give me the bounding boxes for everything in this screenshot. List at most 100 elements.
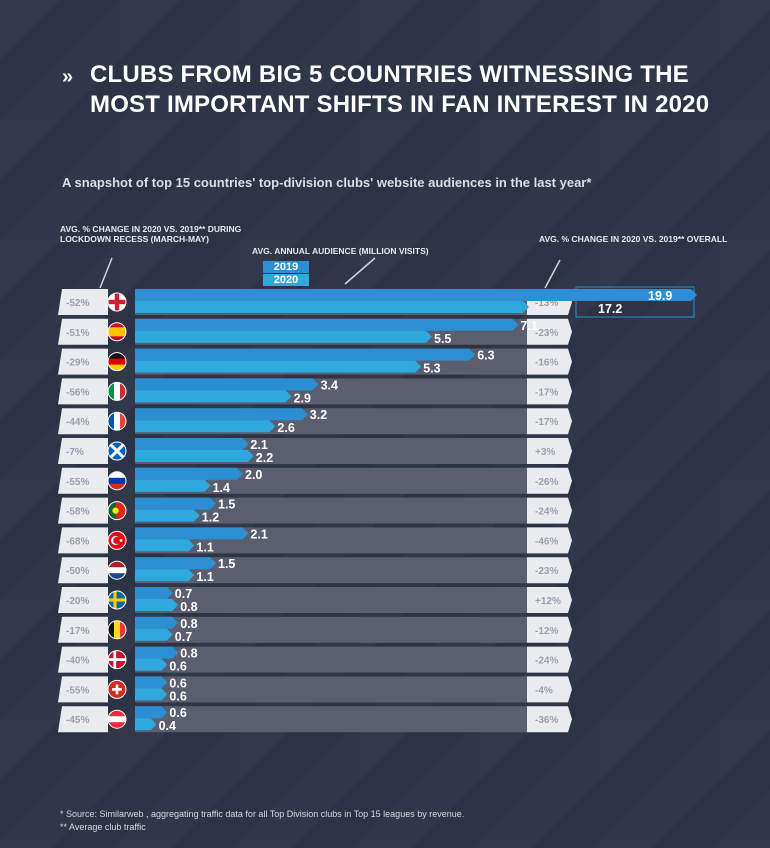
flag-part bbox=[112, 507, 119, 514]
legend-2020: 2020 bbox=[263, 274, 309, 286]
bar-2020 bbox=[135, 450, 254, 462]
overall-change-label: -4% bbox=[535, 685, 553, 696]
value-label-2020: 0.7 bbox=[175, 630, 192, 644]
lockdown-label-box bbox=[58, 706, 108, 733]
bar-2019 bbox=[135, 348, 476, 361]
overall-label-box bbox=[527, 616, 572, 643]
value-label-2019: 19.9 bbox=[648, 289, 672, 303]
bar-2019 bbox=[135, 676, 168, 689]
lockdown-label-box bbox=[58, 467, 108, 494]
flag-border bbox=[107, 441, 127, 461]
bar-2020 bbox=[135, 599, 179, 611]
flag-body bbox=[108, 322, 126, 341]
title-marker: » bbox=[62, 66, 74, 88]
flag-part bbox=[108, 358, 126, 365]
flag-part bbox=[108, 442, 126, 460]
flag-part bbox=[108, 561, 126, 568]
flag-body bbox=[108, 501, 126, 520]
turkey-flag-icon bbox=[107, 530, 127, 550]
bar-2019 bbox=[135, 497, 216, 510]
lockdown-change-label: -20% bbox=[66, 596, 89, 607]
bar-2020 bbox=[135, 718, 157, 731]
austria-flag-icon bbox=[107, 709, 127, 729]
value-label-2019: 7.1 bbox=[520, 319, 537, 333]
lockdown-change-label: -56% bbox=[66, 387, 89, 398]
lockdown-label-box bbox=[58, 616, 108, 643]
flag-part bbox=[108, 471, 126, 479]
value-label-2020: 5.3 bbox=[423, 362, 440, 376]
value-label-2020: 0.8 bbox=[180, 600, 197, 614]
overall-label-box bbox=[527, 497, 572, 524]
flag-body bbox=[108, 620, 126, 639]
lockdown-label-box bbox=[58, 557, 108, 584]
overall-change-label: -23% bbox=[535, 328, 558, 339]
annual-audience-header: AVG. ANNUAL AUDIENCE (MILLION VISITS) bbox=[252, 246, 429, 256]
overall-label-box bbox=[527, 706, 572, 733]
lockdown-change-label: -17% bbox=[66, 626, 89, 637]
flag-part bbox=[108, 567, 126, 574]
bar-track bbox=[135, 646, 527, 673]
lockdown-change-label: -40% bbox=[66, 656, 89, 667]
lockdown-label-box bbox=[58, 318, 108, 345]
value-label-2020: 0.4 bbox=[159, 719, 176, 733]
bar-2019 bbox=[135, 408, 308, 421]
lockdown-change-label: -50% bbox=[66, 566, 89, 577]
value-label-2020: 0.6 bbox=[169, 689, 186, 703]
flag-body bbox=[108, 710, 126, 729]
bar-2019 bbox=[135, 646, 179, 659]
flag-border bbox=[107, 322, 127, 342]
value-label-2019: 3.4 bbox=[321, 378, 338, 392]
bar-2020 bbox=[135, 330, 432, 343]
flag-border bbox=[107, 352, 127, 372]
value-label-2020: 5.5 bbox=[434, 332, 451, 346]
legend-2019: 2019 bbox=[263, 261, 309, 273]
flag-border bbox=[107, 590, 127, 610]
flag-body bbox=[108, 650, 126, 669]
overall-change-label: -13% bbox=[535, 298, 558, 309]
flag-part bbox=[108, 483, 126, 490]
lockdown-label-box bbox=[58, 378, 108, 405]
overall-change-label: -17% bbox=[535, 417, 558, 428]
flag-border bbox=[107, 411, 127, 431]
flag-border bbox=[107, 292, 127, 312]
flag-part bbox=[108, 573, 126, 580]
lockdown-label-box bbox=[58, 408, 108, 435]
england-overflow-frame bbox=[575, 286, 695, 318]
overall-change-label: -26% bbox=[535, 477, 558, 488]
overall-change-header: AVG. % CHANGE IN 2020 VS. 2019** OVERALL bbox=[539, 234, 728, 244]
overall-label-box bbox=[527, 438, 572, 464]
flag-body bbox=[108, 680, 126, 699]
bar-2020 bbox=[135, 360, 422, 373]
flag-border bbox=[107, 381, 127, 401]
value-label-2020: 1.1 bbox=[196, 540, 213, 554]
value-label-2020: 1.4 bbox=[213, 481, 230, 495]
russia-flag-icon bbox=[107, 471, 127, 491]
bar-2020 bbox=[135, 301, 529, 313]
bar-2019 bbox=[135, 378, 319, 391]
flag-part bbox=[108, 477, 126, 485]
footnote-average: ** Average club traffic bbox=[60, 822, 146, 832]
flag-border bbox=[107, 501, 127, 521]
flag-part bbox=[120, 382, 126, 401]
lockdown-label-box bbox=[58, 527, 108, 554]
overall-change-label: +3% bbox=[535, 447, 555, 458]
overall-label-box bbox=[527, 557, 572, 584]
value-label-2020: 1.1 bbox=[196, 570, 213, 584]
chart-title-line-2: MOST IMPORTANT SHIFTS IN FAN INTEREST IN… bbox=[90, 91, 710, 118]
flag-body bbox=[108, 471, 126, 490]
overall-change-label: -17% bbox=[535, 387, 558, 398]
overall-label-box bbox=[527, 676, 572, 703]
value-label-2019: 1.5 bbox=[218, 557, 235, 571]
overall-change-label: -12% bbox=[535, 626, 558, 637]
value-label-2020: 0.6 bbox=[169, 660, 186, 674]
flag-part bbox=[108, 352, 126, 359]
flag-part bbox=[120, 412, 126, 431]
flag-part bbox=[108, 364, 126, 371]
lockdown-label-box bbox=[58, 438, 108, 464]
lockdown-change-label: -29% bbox=[66, 358, 89, 369]
flag-border bbox=[107, 650, 127, 670]
lockdown-change-label: -7% bbox=[66, 447, 84, 458]
flag-part bbox=[108, 710, 126, 717]
flag-border bbox=[107, 679, 127, 699]
lockdown-change-label: -58% bbox=[66, 507, 89, 518]
